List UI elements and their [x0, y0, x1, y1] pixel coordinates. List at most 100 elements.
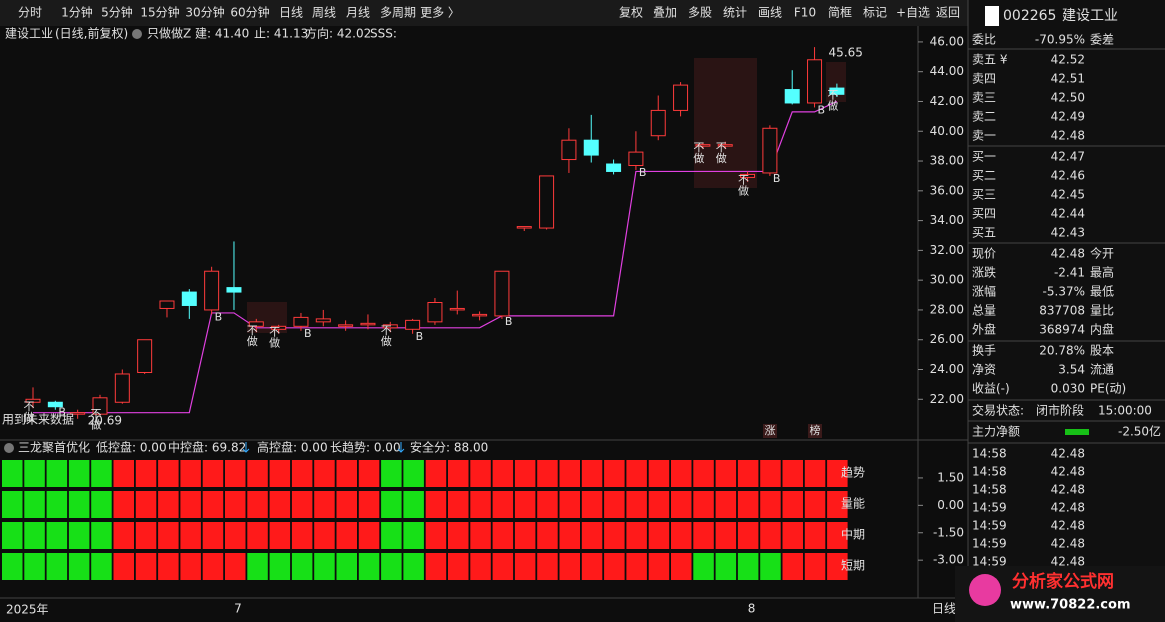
period-tab[interactable]: 多周期: [380, 6, 416, 20]
period-tab[interactable]: 周线: [312, 6, 336, 20]
stat-label: 换手: [972, 344, 996, 358]
candle-body: [673, 84, 689, 111]
signal-cell: [827, 522, 848, 549]
signal-cell: [180, 460, 201, 487]
candle-body: [583, 139, 599, 156]
trade-value: 42.48: [1051, 519, 1085, 533]
signal-cell: [693, 460, 714, 487]
candle-body: [606, 163, 622, 172]
candle-body: [248, 321, 264, 327]
y-tick-label: 30.00: [930, 273, 964, 287]
trade-value: 42.48: [1051, 537, 1085, 551]
period-tab[interactable]: 60分钟: [230, 5, 269, 20]
period-tab[interactable]: 更多 〉: [420, 6, 460, 20]
signal-cell: [693, 553, 714, 580]
period-tab[interactable]: 15分钟: [140, 5, 179, 20]
period-tab[interactable]: 日线: [279, 6, 303, 20]
signal-cell: [180, 553, 201, 580]
signal-cell: [158, 491, 179, 518]
period-tab[interactable]: 5分钟: [101, 5, 133, 20]
stat-label: 流通: [1090, 363, 1114, 377]
signal-cell: [135, 522, 157, 549]
tool-button[interactable]: F10: [794, 6, 816, 20]
no-trade-signal: 不做: [268, 326, 281, 349]
tool-button[interactable]: 统计: [723, 6, 747, 20]
candle-body: [494, 270, 510, 317]
bid-value: 42.43: [1051, 226, 1085, 240]
signal-cell: [24, 522, 45, 549]
tool-button[interactable]: 叠加: [653, 6, 677, 20]
arrow-icon: [397, 442, 405, 453]
signal-cell: [381, 553, 402, 580]
y-tick-label: 1.50: [937, 470, 964, 484]
signal-cell: [225, 522, 246, 549]
signal-cell: [648, 460, 670, 487]
stat-value: -5.37%: [1043, 285, 1085, 299]
period-tab[interactable]: 月线: [346, 6, 370, 20]
stat-value: 20.78%: [1039, 344, 1085, 358]
stat-label: 总量: [972, 304, 996, 318]
stat-label: 涨幅: [972, 284, 996, 299]
stat-label: 最高: [1090, 265, 1114, 280]
signal-cell: [269, 553, 291, 580]
ask-value: 42.52: [1051, 53, 1085, 67]
period-tab[interactable]: 1分钟: [61, 5, 93, 20]
ask-value: 42.48: [1051, 129, 1085, 143]
tool-button[interactable]: 返回: [936, 6, 960, 20]
signal-cell: [671, 522, 692, 549]
indicator-icon[interactable]: [4, 443, 14, 453]
period-tab[interactable]: 分时: [18, 6, 42, 20]
trade-label: 14:59: [972, 537, 1007, 551]
signal-cell: [158, 522, 179, 549]
no-trade-signal: 不做: [89, 408, 102, 431]
bid-value: 42.46: [1051, 169, 1085, 183]
trade-value: 42.48: [1051, 555, 1085, 569]
signal-cell: [91, 553, 112, 580]
candle-body: [516, 226, 532, 229]
stat-value: 3.54: [1058, 363, 1085, 377]
signal-cell: [202, 553, 224, 580]
signal-cell: [381, 460, 402, 487]
no-trade-signal: 不做: [22, 400, 35, 423]
period-label: 日线: [932, 602, 956, 616]
signal-cell: [2, 522, 23, 549]
signal-cell: [492, 491, 514, 518]
tool-button[interactable]: 多股: [688, 6, 712, 20]
signal-cell: [804, 460, 826, 487]
tool-button[interactable]: 简框: [828, 6, 852, 20]
signal-cell: [24, 553, 45, 580]
indicator-icon[interactable]: [132, 29, 142, 39]
logo-text: 分析家公式网: [1012, 571, 1114, 592]
signal-cell: [358, 460, 380, 487]
signal-cell: [314, 553, 335, 580]
signal-cell: [537, 491, 558, 518]
tool-button[interactable]: 画线: [758, 6, 782, 20]
signal-cell: [291, 460, 313, 487]
signal-cell: [403, 553, 424, 580]
low-label: 20.69: [88, 413, 122, 427]
signal-cell: [671, 553, 692, 580]
tool-button[interactable]: +自选: [896, 6, 930, 20]
tool-button[interactable]: 复权: [619, 6, 643, 20]
flow-label: 主力净额: [972, 425, 1020, 439]
y-tick-label: 24.00: [930, 362, 964, 376]
no-trade-signal: 不做: [245, 324, 258, 347]
x-tick-label: 8: [748, 602, 756, 616]
tool-button[interactable]: 标记: [863, 6, 887, 20]
buy-signal: B: [505, 315, 513, 328]
period-tab[interactable]: 30分钟: [185, 5, 224, 20]
signal-cell: [760, 491, 781, 518]
candle-body: [695, 144, 711, 147]
candle-body: [315, 318, 331, 323]
signal-cell: [760, 553, 781, 580]
candle-body: [360, 322, 376, 326]
signal-cell: [760, 460, 781, 487]
bid-label: 买一: [972, 150, 996, 164]
signal-cell: [46, 491, 68, 518]
signal-cell: [626, 553, 647, 580]
no-trade-signal: 不做: [379, 324, 392, 347]
signal-cell: [804, 553, 826, 580]
signal-cell: [715, 491, 737, 518]
signal-cell: [782, 460, 803, 487]
signal-cell: [202, 522, 224, 549]
